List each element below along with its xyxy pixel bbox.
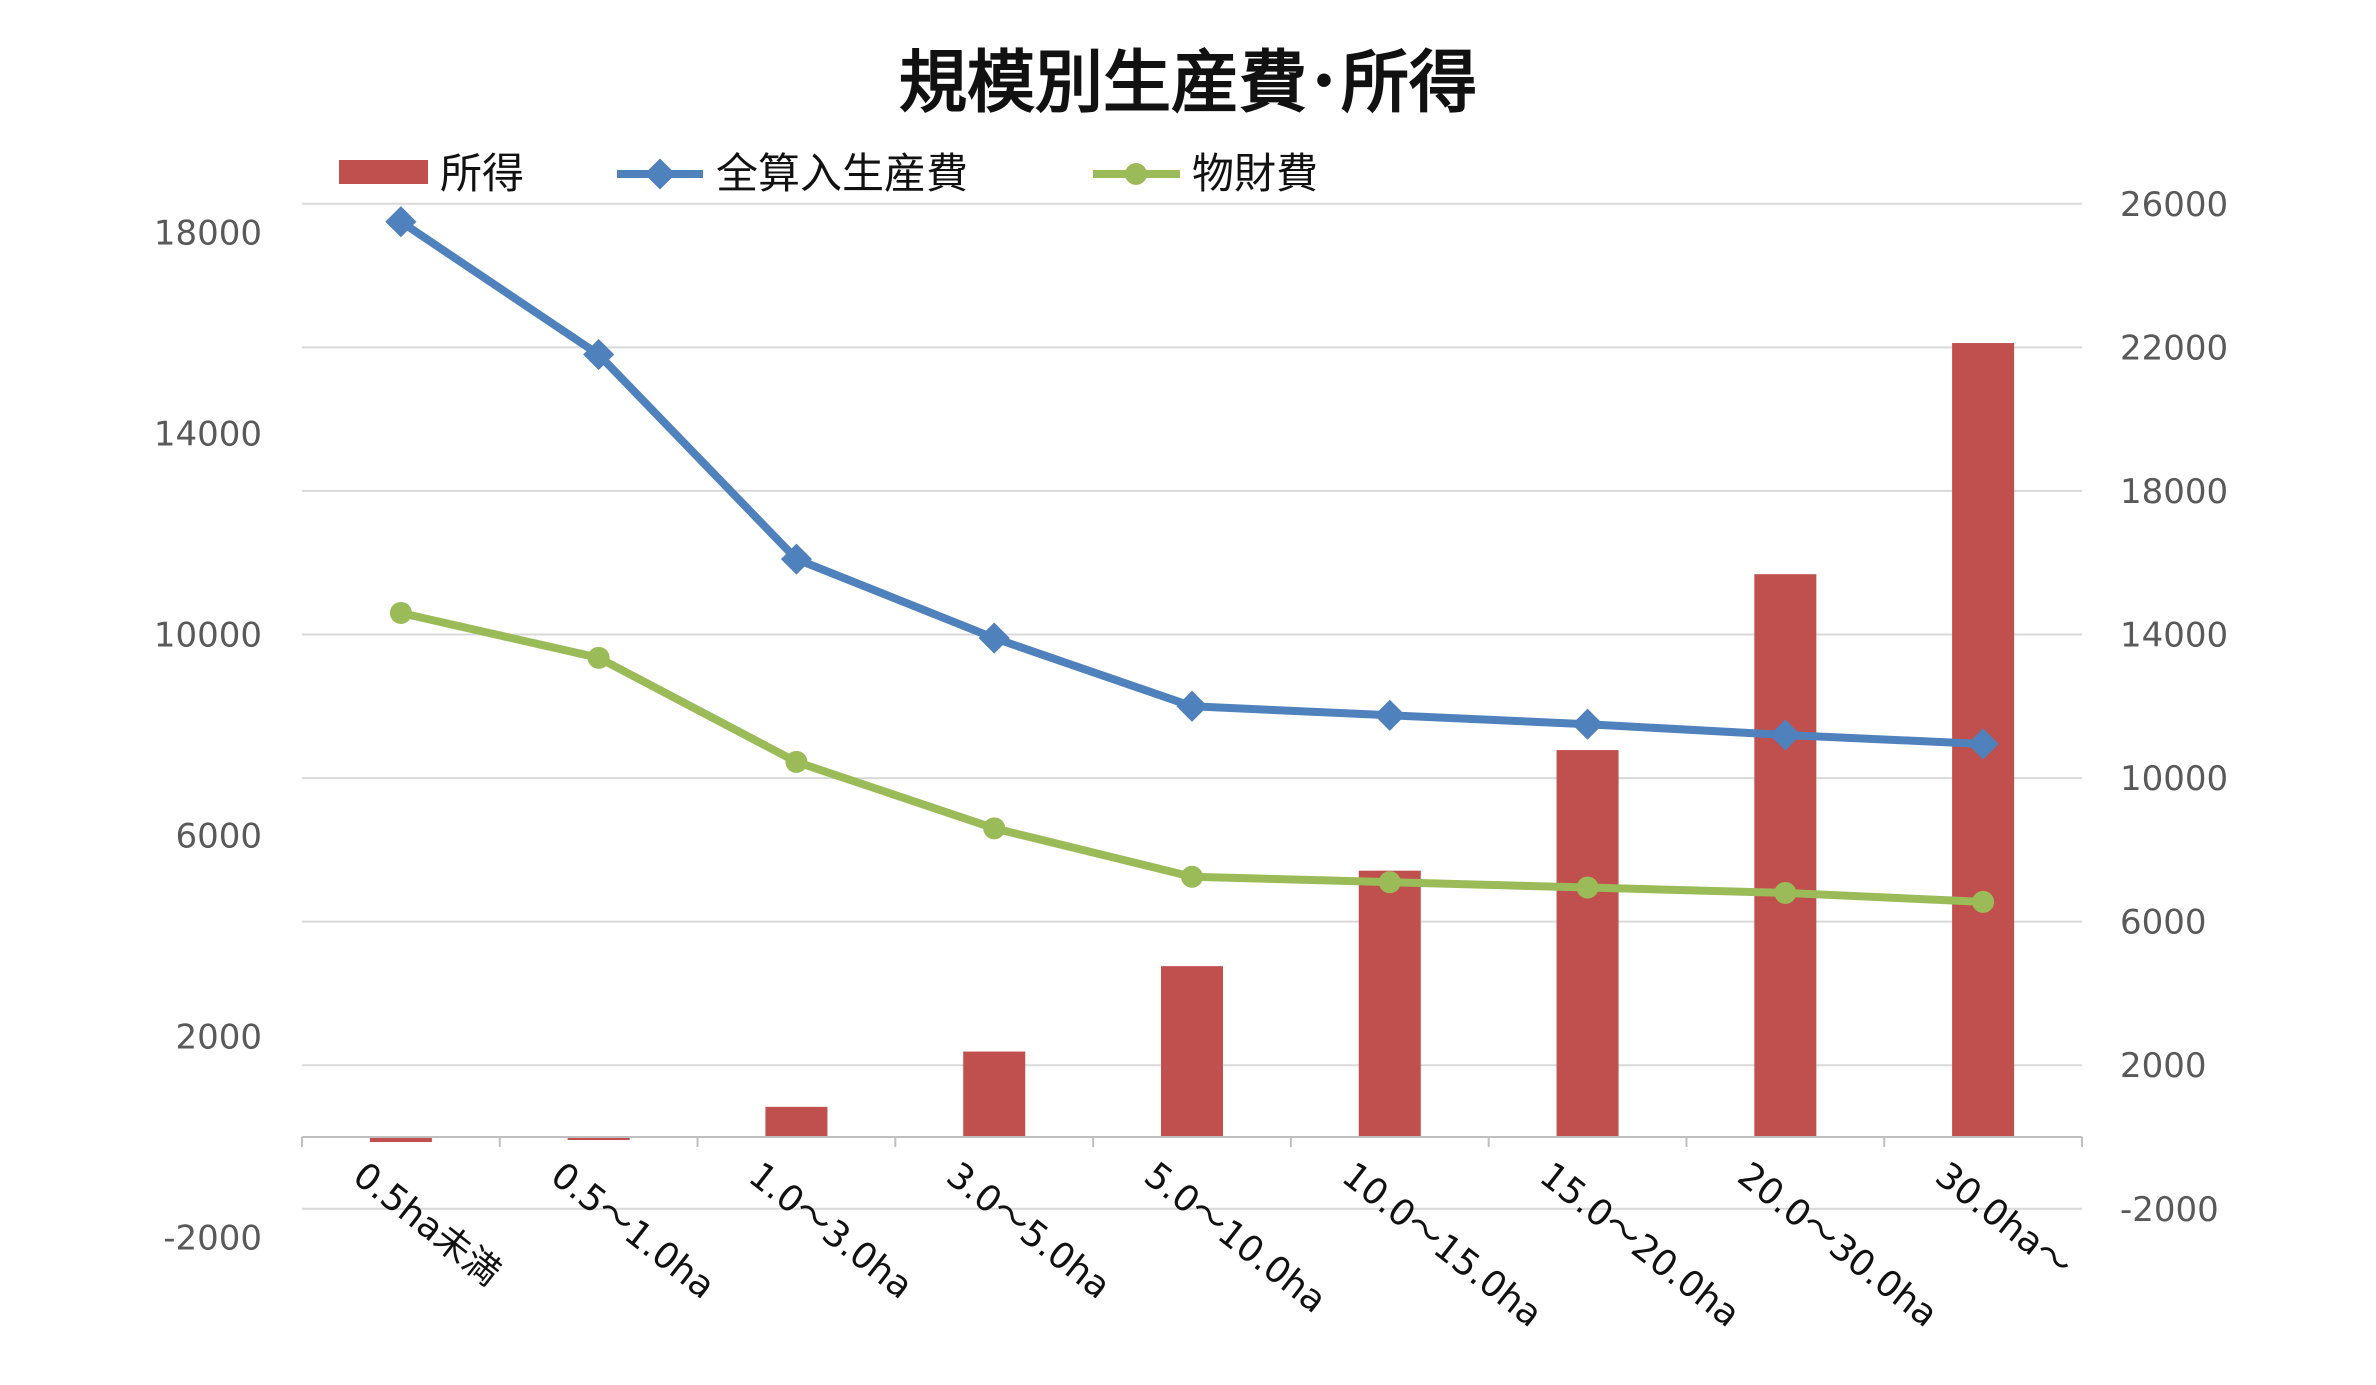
right-axis-tick-label: 26000 <box>2120 185 2228 225</box>
legend-marker-material-cost <box>1125 163 1147 185</box>
bar-income <box>1754 574 1817 1137</box>
legend-label-material-cost: 物財費 <box>1192 149 1318 198</box>
right-axis-tick-label: 18000 <box>2120 472 2228 512</box>
left-axis-tick-label: 10000 <box>154 616 262 656</box>
left-axis-tick-label: 6000 <box>175 817 262 857</box>
point-total-cost <box>385 206 417 238</box>
right-axis-tick-label: 10000 <box>2120 759 2228 799</box>
bar-income <box>1358 870 1421 1137</box>
left-axis-tick-label: 18000 <box>154 214 262 254</box>
legend-swatch-income <box>339 160 428 184</box>
right-axis-tick-label: 6000 <box>2120 903 2207 943</box>
right-axis-tick-label: 14000 <box>2120 616 2228 656</box>
point-material-cost <box>1576 876 1599 899</box>
right-axis-tick-label: -2000 <box>2120 1190 2219 1230</box>
right-axis-tick-label: 2000 <box>2120 1046 2207 1086</box>
point-total-cost <box>583 338 615 371</box>
point-material-cost <box>785 750 808 773</box>
point-material-cost <box>389 601 412 624</box>
left-axis-tick-label: 2000 <box>175 1018 262 1058</box>
left-axis-tick-label: -2000 <box>163 1219 262 1259</box>
legend-label-income: 所得 <box>440 149 524 198</box>
point-material-cost <box>983 817 1006 840</box>
bar-income <box>765 1106 828 1137</box>
point-material-cost <box>1972 890 1995 913</box>
point-material-cost <box>1378 871 1401 894</box>
bar-income <box>567 1137 630 1141</box>
bar-income <box>369 1137 432 1143</box>
bar-income <box>1556 750 1619 1137</box>
left-axis-tick-label: 14000 <box>154 415 262 455</box>
point-material-cost <box>587 646 610 669</box>
point-material-cost <box>1774 881 1797 904</box>
point-material-cost <box>1181 865 1203 888</box>
chart-title: 規模別生産費･所得 <box>899 44 1477 123</box>
axes <box>301 1136 2083 1147</box>
right-axis-tick-label: 22000 <box>2120 328 2228 368</box>
legend-label-total-cost: 全算入生産費 <box>716 149 968 198</box>
bar-income <box>1161 966 1223 1137</box>
bar-income <box>963 1051 1026 1137</box>
